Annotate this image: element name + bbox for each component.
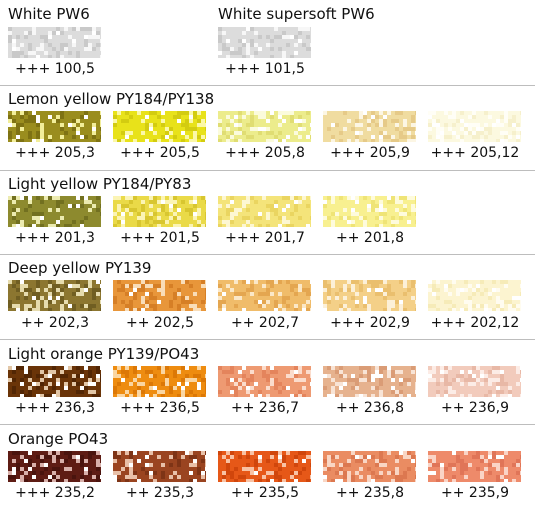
section-divider (0, 254, 535, 255)
section-title: Deep yellow PY139 (8, 259, 152, 277)
pastel-swatch (113, 366, 206, 397)
pastel-code: +++ 236,5 (120, 400, 200, 416)
pastel-swatch (113, 196, 206, 227)
section-title: White supersoft PW6 (218, 5, 375, 23)
pastel-swatch (323, 111, 416, 142)
pastel-swatch (323, 196, 416, 227)
pastel-code: ++ 202,7 (231, 315, 299, 331)
pastel-code: ++ 236,8 (336, 400, 404, 416)
pastel-code: +++ 236,3 (15, 400, 95, 416)
pastel-code: ++ 201,8 (336, 230, 404, 246)
pastel-code: +++ 205,8 (225, 145, 305, 161)
pastel-code: +++ 235,2 (15, 485, 95, 501)
pastel-code: ++ 235,5 (231, 485, 299, 501)
pastel-swatch (428, 111, 521, 142)
pastel-code: ++ 235,8 (336, 485, 404, 501)
pastel-code: +++ 202,12 (430, 315, 520, 331)
section-title: Lemon yellow PY184/PY138 (8, 90, 215, 108)
pastel-swatch (8, 196, 101, 227)
pastel-code: ++ 202,5 (126, 315, 194, 331)
pastel-code: +++ 202,9 (330, 315, 410, 331)
pastel-code: +++ 201,5 (120, 230, 200, 246)
pastel-code: +++ 205,3 (15, 145, 95, 161)
pastel-swatch (8, 451, 101, 482)
pastel-swatch (428, 451, 521, 482)
pastel-code: +++ 201,3 (15, 230, 95, 246)
pastel-code: ++ 236,7 (231, 400, 299, 416)
pastel-swatch (218, 27, 311, 58)
pastel-swatch (218, 366, 311, 397)
pastel-code: ++ 236,9 (441, 400, 509, 416)
pastel-swatch (218, 451, 311, 482)
pastel-swatch (323, 451, 416, 482)
section-title: Orange PO43 (8, 430, 109, 448)
pastel-code: +++ 205,9 (330, 145, 410, 161)
pastel-swatch (113, 280, 206, 311)
pastel-code: ++ 202,3 (21, 315, 89, 331)
pastel-swatch (218, 196, 311, 227)
section-title: Light orange PY139/PO43 (8, 345, 200, 363)
section-title: White PW6 (8, 5, 90, 23)
pastel-code: +++ 101,5 (225, 61, 305, 77)
pastel-swatch (8, 27, 101, 58)
pastel-code: ++ 235,3 (126, 485, 194, 501)
pastel-swatch (323, 280, 416, 311)
pastel-swatch (8, 280, 101, 311)
pastel-swatch (428, 366, 521, 397)
section-divider (0, 339, 535, 340)
section-divider (0, 424, 535, 425)
pastel-code: +++ 205,12 (430, 145, 520, 161)
pastel-swatch (428, 280, 521, 311)
pastel-code: +++ 201,7 (225, 230, 305, 246)
pastel-code: +++ 205,5 (120, 145, 200, 161)
pastel-code: ++ 235,9 (441, 485, 509, 501)
pastel-swatch (113, 111, 206, 142)
section-divider (0, 170, 535, 171)
pastel-swatch (8, 111, 101, 142)
pastel-swatch (218, 111, 311, 142)
section-title: Light yellow PY184/PY83 (8, 175, 192, 193)
pastel-swatch (218, 280, 311, 311)
section-divider (0, 85, 535, 86)
pastel-code: +++ 100,5 (15, 61, 95, 77)
pastel-swatch (323, 366, 416, 397)
pastel-swatch (113, 451, 206, 482)
pastel-swatch (8, 366, 101, 397)
